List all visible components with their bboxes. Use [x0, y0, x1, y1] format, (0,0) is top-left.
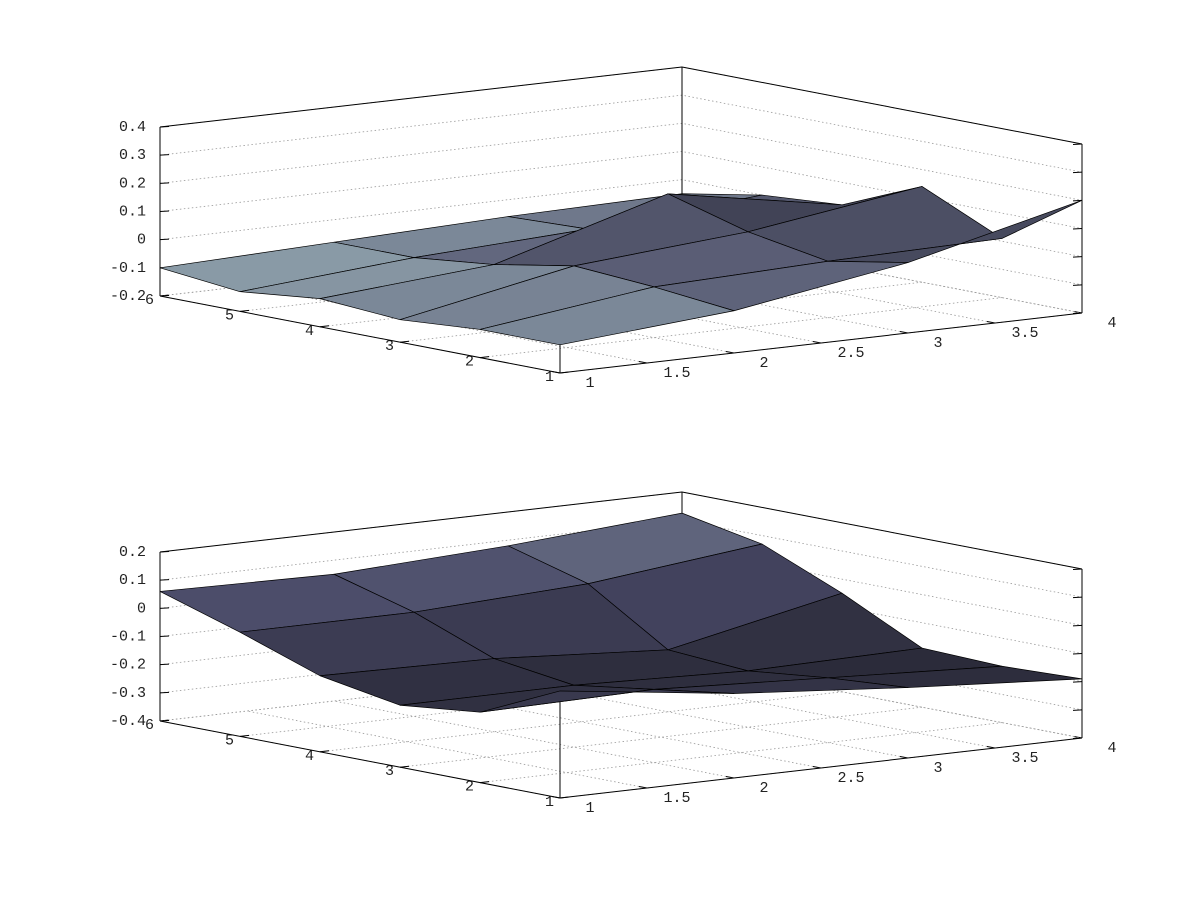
- z-tick: [159, 238, 170, 241]
- z-tick: [159, 154, 170, 156]
- z-tick-label: -0.1: [110, 260, 146, 277]
- z-tick-label: 0.3: [119, 147, 146, 164]
- x-tick-label: 4: [1107, 740, 1116, 757]
- axis-line: [159, 66, 683, 128]
- x-tick-label: 1: [585, 800, 594, 817]
- z-tick: [159, 182, 170, 184]
- y-tick-label: 2: [465, 779, 474, 796]
- floor-grid-y: [399, 706, 923, 768]
- z-tick-label: 0.2: [119, 175, 146, 192]
- y-tick-label: 6: [145, 292, 154, 309]
- z-tick-label: 0: [137, 600, 146, 617]
- y-tick-label: 1: [545, 794, 554, 811]
- axis-line: [559, 312, 1083, 374]
- x-tick-label: 2.5: [837, 345, 864, 362]
- z-tick: [159, 210, 170, 212]
- wall-grid-z: [159, 122, 1083, 201]
- y-tick-label: 5: [225, 732, 234, 749]
- x-tick-label: 1: [585, 375, 594, 392]
- surface-patch: [479, 689, 735, 713]
- axis-line: [159, 491, 683, 553]
- z-tick: [159, 663, 170, 666]
- z-tick-label: -0.1: [110, 628, 146, 645]
- y-tick-label: 4: [305, 748, 314, 765]
- y-tick-label: 3: [385, 338, 394, 355]
- x-tick-label: 3: [933, 335, 942, 352]
- x-tick-label: 3.5: [1011, 750, 1038, 767]
- z-tick: [1072, 199, 1083, 202]
- z-tick: [1072, 256, 1083, 258]
- z-tick-label: -0.3: [110, 685, 146, 702]
- z-tick: [1072, 284, 1083, 286]
- y-tick-label: 2: [465, 354, 474, 371]
- z-tick: [1072, 228, 1083, 230]
- y-tick-label: 3: [385, 763, 394, 780]
- z-tick: [159, 691, 170, 694]
- x-tick-label: 2: [759, 780, 768, 797]
- z-tick-label: 0.1: [119, 572, 146, 589]
- wall-grid-z: [159, 66, 1083, 145]
- z-tick-label: 0.4: [119, 119, 146, 136]
- z-tick: [1072, 596, 1083, 599]
- z-tick-label: 0: [137, 232, 146, 249]
- x-tick-label: 2.5: [837, 770, 864, 787]
- wall-grid-z: [159, 94, 1083, 173]
- axis-line: [681, 66, 1083, 145]
- z-tick-label: 0.2: [119, 544, 146, 561]
- z-tick-label: 0.1: [119, 203, 146, 220]
- z-tick: [1072, 709, 1083, 711]
- y-tick-label: 1: [545, 369, 554, 386]
- x-tick-label: 1.5: [663, 790, 690, 807]
- axis-line: [159, 295, 561, 374]
- z-tick: [159, 635, 170, 637]
- x-tick-label: 4: [1107, 315, 1116, 332]
- z-tick: [159, 579, 170, 581]
- x-tick-label: 3: [933, 760, 942, 777]
- z-tick-label: -0.4: [110, 713, 146, 730]
- x-tick-label: 1.5: [663, 365, 690, 382]
- surface-patch: [479, 286, 735, 346]
- axis-line: [159, 720, 561, 799]
- y-tick-label: 6: [145, 717, 154, 734]
- z-tick: [1072, 171, 1083, 174]
- z-tick-label: -0.2: [110, 657, 146, 674]
- z-tick: [1072, 681, 1083, 683]
- x-tick-label: 3.5: [1011, 325, 1038, 342]
- y-tick-label: 4: [305, 323, 314, 340]
- z-tick: [159, 607, 170, 609]
- z-tick: [1072, 624, 1083, 627]
- z-tick: [1072, 653, 1083, 655]
- axis-line: [681, 491, 1083, 570]
- z-tick-label: -0.2: [110, 288, 146, 305]
- y-tick-label: 5: [225, 307, 234, 324]
- x-tick-label: 2: [759, 355, 768, 372]
- axis-line: [559, 737, 1083, 799]
